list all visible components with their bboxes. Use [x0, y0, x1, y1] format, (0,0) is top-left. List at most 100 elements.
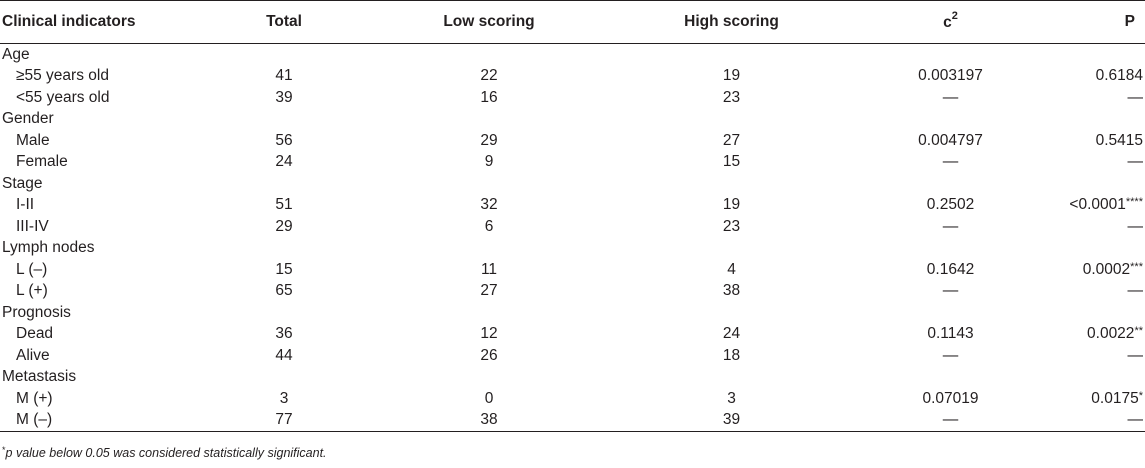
cell-total: 36 [275, 325, 293, 343]
group-row: Lymph nodes [0, 238, 1145, 260]
cell-total: 15 [275, 260, 293, 278]
empty-cell [853, 173, 1048, 195]
p-value: 0.6184 [1095, 67, 1143, 85]
footnote-marker: * [2, 445, 6, 455]
cell-high: 3 [727, 389, 736, 407]
table-row: Dead 36 12 24 0.1143 0.0022** [0, 324, 1145, 346]
cell-p: 0.6184 [1048, 66, 1145, 88]
cell-high: 39 [610, 409, 853, 432]
table-row: Male 56 29 27 0.004797 0.5415 [0, 130, 1145, 152]
empty-cell [610, 367, 853, 389]
cell-high: 24 [722, 325, 741, 343]
empty-cell [853, 302, 1048, 324]
empty-cell [853, 238, 1048, 260]
cell-chi: 0.2502 [926, 196, 975, 214]
empty-cell [368, 109, 610, 131]
chi-superscript: 2 [951, 9, 958, 22]
cell-low: 11 [480, 260, 498, 278]
cell-chi: 0.004797 [918, 131, 983, 149]
group-label: Gender [2, 110, 54, 128]
group-row: Gender [0, 109, 1145, 131]
row-label: L (+) [16, 282, 48, 300]
p-value: — [1127, 217, 1144, 235]
p-value: 0.5415 [1095, 131, 1143, 149]
empty-cell [200, 173, 368, 195]
empty-cell [1048, 109, 1145, 131]
empty-cell [368, 302, 610, 324]
cell-total: 56 [275, 131, 293, 149]
significance-stars: ** [1134, 325, 1143, 338]
table-footnote: *p value below 0.05 was considered stati… [2, 445, 327, 460]
cell-chi: — [942, 346, 959, 364]
group-label: Prognosis [2, 303, 71, 321]
row-label: M (+) [16, 389, 53, 407]
header-p-value: P [1048, 0, 1145, 44]
cell-p: — [1048, 216, 1145, 238]
cell-total: 3 [279, 389, 289, 407]
cell-low: 32 [480, 196, 498, 214]
significance-stars: * [1138, 389, 1143, 402]
significance-stars: *** [1130, 260, 1143, 273]
empty-cell [610, 109, 853, 131]
cell-total: 51 [275, 196, 293, 214]
empty-cell [200, 44, 368, 66]
empty-cell [1048, 302, 1145, 324]
row-label: I-II [16, 196, 35, 214]
empty-cell [610, 238, 853, 260]
p-value: 0.0002 [1082, 260, 1131, 278]
table-row: Female 24 9 15 — — [0, 152, 1145, 174]
cell-total: 44 [275, 346, 293, 364]
row-label: Male [16, 131, 50, 149]
cell-low: 26 [480, 346, 498, 364]
table-body: Age ≥55 years old 41 22 19 0.003197 0.6184 <55 … [0, 44, 1145, 432]
empty-cell [200, 109, 368, 131]
row-label: ≥55 years old [16, 67, 109, 85]
p-value: — [1127, 282, 1144, 300]
header-clinical-indicators: Clinical indicators [0, 0, 200, 44]
empty-cell [610, 173, 853, 195]
empty-cell [853, 367, 1048, 389]
p-value: <0.0001 [1069, 196, 1126, 214]
empty-cell [368, 44, 610, 66]
cell-high: 19 [722, 67, 741, 85]
empty-cell [1048, 44, 1145, 66]
row-label: Dead [16, 325, 54, 343]
cell-p: — [1048, 87, 1145, 109]
p-value: — [1127, 346, 1144, 364]
cell-p: 0.0022** [1048, 324, 1145, 346]
cell-total: 41 [275, 67, 293, 85]
cell-p: — [1048, 345, 1145, 367]
group-label: Stage [2, 174, 43, 192]
empty-cell [853, 44, 1048, 66]
header-high-scoring: High scoring [610, 0, 853, 44]
cell-high: 27 [722, 131, 741, 149]
cell-chi: 0.07019 [922, 389, 979, 407]
table-row: M (–) 77 38 39— — [0, 409, 1145, 432]
cell-chi: — [853, 409, 1048, 432]
cell-p: — [1048, 152, 1145, 174]
table-row: III-IV 29 6 23 — — [0, 216, 1145, 238]
group-row: Stage [0, 173, 1145, 195]
cell-high: 23 [722, 88, 741, 106]
empty-cell [368, 173, 610, 195]
table-row: M (+) 3 0 3 0.07019 0.0175* [0, 388, 1145, 410]
cell-total: 65 [275, 282, 293, 300]
p-value: — [1127, 411, 1144, 429]
row-label: <55 years old [16, 88, 110, 106]
cell-high: 15 [722, 153, 741, 171]
clinical-indicators-table: Clinical indicators Total Low scoring Hi… [0, 0, 1145, 432]
group-label: Metastasis [2, 368, 77, 386]
cell-low: 0 [484, 389, 494, 407]
cell-low: 29 [480, 131, 498, 149]
cell-p: <0.0001**** [1048, 195, 1145, 217]
empty-cell [1048, 367, 1145, 389]
empty-cell [1048, 173, 1145, 195]
empty-cell [1048, 238, 1145, 260]
footnote-text: p value below 0.05 was considered statis… [5, 446, 327, 460]
cell-low: 12 [480, 325, 498, 343]
cell-high: 4 [727, 260, 736, 278]
cell-chi: 0.1642 [926, 260, 975, 278]
table-row: ≥55 years old 41 22 19 0.003197 0.6184 [0, 66, 1145, 88]
empty-cell [368, 238, 610, 260]
empty-cell [368, 367, 610, 389]
